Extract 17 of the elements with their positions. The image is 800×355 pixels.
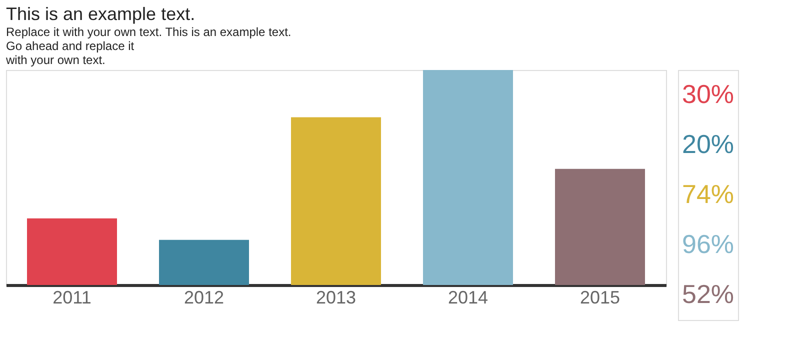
x-tick-label: 2012 bbox=[184, 288, 224, 308]
bar bbox=[555, 168, 645, 285]
x-tick-label: 2015 bbox=[580, 288, 620, 308]
text: 74% bbox=[682, 179, 734, 209]
x-tick-label: 2014 bbox=[448, 288, 488, 308]
bar bbox=[159, 240, 249, 285]
text: 20% bbox=[682, 129, 734, 159]
bar bbox=[291, 117, 381, 285]
x-tick-label: 2011 bbox=[52, 288, 92, 308]
text: 30% bbox=[682, 79, 734, 109]
bar bbox=[27, 218, 117, 285]
x-tick-label: 2013 bbox=[316, 288, 356, 308]
chart-title: This is an example text. bbox=[6, 4, 196, 24]
chart-subtitle: Replace it with your own text. This is an example text. Go ahead and replace it with your own text. bbox=[5, 25, 292, 67]
bar bbox=[423, 70, 513, 285]
text: 52% bbox=[682, 279, 734, 309]
text: 96% bbox=[682, 229, 734, 259]
